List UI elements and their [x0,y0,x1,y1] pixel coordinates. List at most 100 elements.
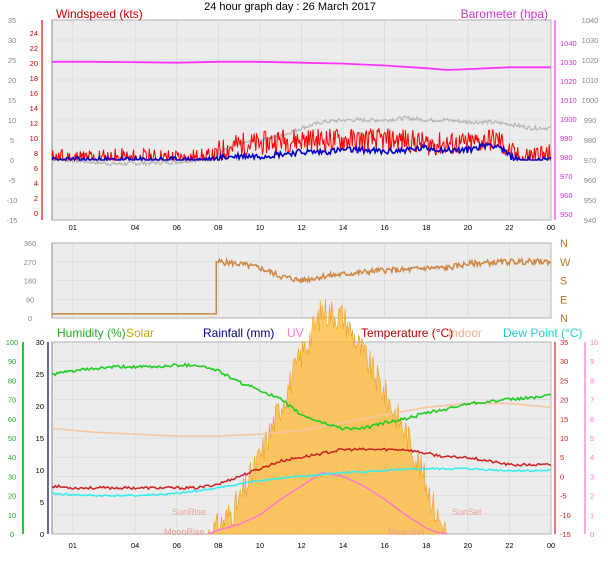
windspeed-tick-label: -15 [7,216,18,225]
solar-area [207,298,448,535]
windspeed-red-tick-label: 14 [30,104,38,113]
uv-tick-label: 2 [590,492,594,501]
windspeed-red-tick-label: 2 [34,194,38,203]
solar-label: Solar [126,326,154,340]
barometer-tick-label: 1040 [582,16,599,25]
windspeed-tick-label: -10 [7,196,18,205]
compass-label: W [560,257,571,269]
temperature-line [51,447,552,491]
uv-tick-label: 9 [590,357,594,366]
rainfall-tick-label: 30 [36,338,44,347]
temperature-tick-label: 15 [560,415,568,424]
uv-tick-label: 0 [590,530,594,539]
x-tick-label: 20 [464,223,472,232]
panel3-legend: Humidity (%) Solar Rainfall (mm) UV Temp… [57,326,582,340]
barometer-magenta-tick-label: 1010 [560,96,577,105]
uv-tick-label: 6 [590,415,594,424]
x-tick-label: 14 [339,541,347,550]
windspeed-axis-title: Windspeed (kts) [56,7,143,21]
temperature-label: Temperature (°C) [361,326,453,340]
barometer-magenta-tick-label: 980 [560,153,573,162]
uv-label: UV [287,326,304,340]
panel2-series [52,256,552,315]
barometer-magenta-tick-label: 1030 [560,58,577,67]
x-tick-label: 08 [214,223,222,232]
windspeed-tick-label: 20 [8,76,16,85]
windspeed-red-tick-label: 8 [34,149,38,158]
x-tick-label: 18 [422,223,430,232]
windspeed-tick-label: 5 [10,136,14,145]
panel3-series [51,298,552,535]
uv-tick-label: 5 [590,434,594,443]
chart-title: 24 hour graph day : 26 March 2017 [204,1,376,13]
x-tick-label: 12 [297,541,305,550]
windspeed-tick-label: 0 [10,156,14,165]
windspeed-red-tick-label: 12 [30,119,38,128]
x-tick-label: 16 [380,541,388,550]
temperature-tick-label: 20 [560,396,568,405]
uv-tick-label: 4 [590,453,594,462]
windspeed-red-tick-label: 20 [30,59,38,68]
uv-tick-label: 3 [590,472,594,481]
barometer-line [52,60,551,71]
barometer-tick-label: 1000 [582,96,599,105]
x-tick-label: 22 [505,223,513,232]
windspeed-tick-label: 25 [8,56,16,65]
humidity-tick-label: 100 [6,338,19,347]
rainfall-tick-label: 0 [40,530,44,539]
temperature-tick-label: 10 [560,434,568,443]
humidity-label: Humidity (%) [57,326,126,340]
barometer-tick-label: 960 [584,176,597,185]
barometer-tick-label: 950 [584,196,597,205]
humidity-tick-label: 0 [10,530,14,539]
x-tick-label: 20 [464,541,472,550]
barometer-magenta-tick-label: 1040 [560,39,577,48]
dewpoint-line [51,466,552,498]
windspeed-tick-labels: 35 30 25 20 15 10 5 0 -5 -10 -15 [7,16,18,225]
panel2-grid [52,242,552,319]
windspeed-red-tick-label: 0 [34,209,38,218]
panel1-series [51,60,552,167]
barometer-magenta-tick-labels: 1040 1030 1020 1010 1000 990 980 970 960 950 [560,39,577,219]
windspeed-line [51,127,551,162]
windspeed-tick-label: 35 [8,16,16,25]
x-tick-label: 06 [173,541,181,550]
compass-label: E [560,294,567,306]
dewpoint-label: Dew Point (°C) [503,326,582,340]
uv-tick-label: 7 [590,396,594,405]
windspeed-red-tick-label: 18 [30,74,38,83]
rainfall-tick-label: 20 [36,402,44,411]
wind-direction-tick-label: 270 [24,258,37,267]
x-tick-label: 18 [422,541,430,550]
windspeed-red-tick-label: 4 [34,179,38,188]
compass-label: S [560,276,567,288]
wind-direction-tick-label: 0 [28,314,32,323]
x-tick-label: 22 [505,541,513,550]
barometer-tick-label: 1030 [582,36,599,45]
temperature-tick-label: -5 [560,492,567,501]
rainfall-tick-label: 15 [36,434,44,443]
humidity-tick-label: 30 [8,472,16,481]
windspeed-red-tick-label: 10 [30,134,38,143]
humidity-tick-label: 40 [8,453,16,462]
windspeed-tick-label: 10 [8,116,16,125]
moonset-label: MoonSet [388,527,425,537]
windspeed-tick-label: 15 [8,96,16,105]
temperature-tick-label: 0 [560,472,564,481]
indoor-label: Indoor [448,326,482,340]
x-tick-label: 01 [69,541,77,550]
rainfall-label: Rainfall (mm) [203,326,274,340]
wind-direction-tick-label: 360 [24,239,37,248]
barometer-magenta-tick-label: 1000 [560,115,577,124]
humidity-line [51,362,551,431]
humidity-tick-label: 60 [8,415,16,424]
barometer-tick-labels: 1040 1030 1020 1010 1000 990 980 970 960 950 940 [582,16,599,225]
humidity-tick-label: 90 [8,357,16,366]
x-tick-label: 01 [69,223,77,232]
x-tick-label: 04 [131,223,139,232]
barometer-magenta-tick-label: 970 [560,172,573,181]
barometer-tick-label: 970 [584,156,597,165]
